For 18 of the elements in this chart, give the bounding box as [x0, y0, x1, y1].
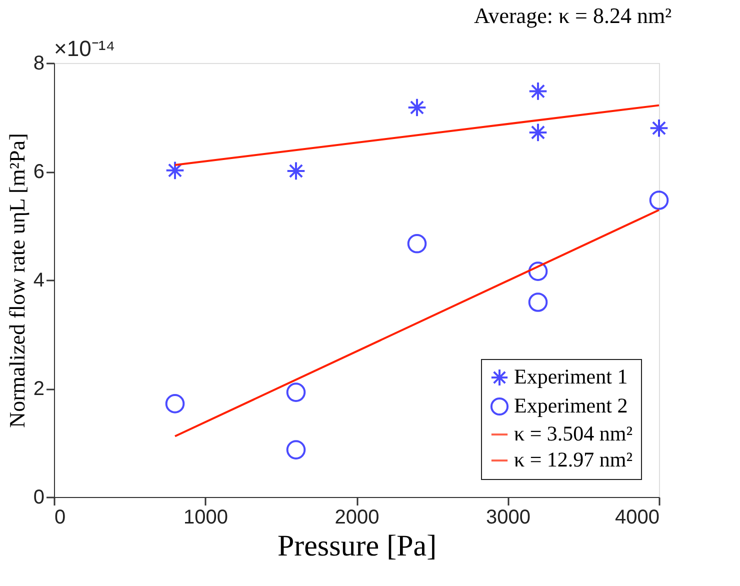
legend-label: Experiment 2: [514, 394, 628, 418]
x-tick-label: 4000: [615, 506, 660, 528]
text: ×10⁻¹⁴: [54, 36, 116, 61]
y-tick-label: 8: [33, 52, 44, 74]
y-axis-title: Normalized flow rate uηL [m²Pa]: [4, 133, 30, 428]
x-tick-label: 1000: [184, 506, 228, 528]
y-tick-label: 2: [33, 378, 44, 400]
x-tick-label: 3000: [486, 506, 530, 528]
chart-title: Average: κ = 8.24 nm²: [474, 3, 672, 28]
x-tick-label: 0: [54, 506, 66, 528]
y-tick-label: 6: [33, 161, 44, 183]
legend-label: κ = 3.504 nm²: [514, 422, 633, 446]
y-tick-label: 0: [33, 486, 44, 508]
y-tick-label: 4: [33, 270, 44, 292]
legend-label: κ = 12.97 nm²: [514, 448, 633, 472]
x-axis-title: Pressure [Pa]: [277, 530, 437, 562]
x-tick-label: 2000: [334, 506, 380, 528]
legend-label: Experiment 1: [514, 364, 628, 388]
